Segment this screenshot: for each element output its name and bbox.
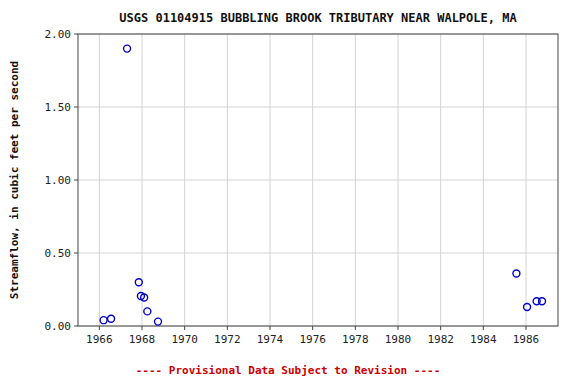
page: {"chart_data": {"type": "scatter", "titl… [0, 0, 576, 384]
y-grid-line [78, 253, 558, 254]
y-tick [74, 107, 78, 108]
x-tick-label: 1968 [129, 333, 156, 346]
point [100, 317, 107, 324]
x-tick-label: 1966 [86, 333, 113, 346]
x-tick [355, 326, 356, 330]
x-tick-label: 1984 [470, 333, 497, 346]
x-tick-label: 1980 [385, 333, 412, 346]
point [524, 304, 531, 311]
plot-frame [78, 34, 558, 326]
point [108, 315, 115, 322]
y-tick-label: 2.00 [45, 28, 72, 41]
x-tick [483, 326, 484, 330]
plot-background [78, 34, 558, 326]
point [513, 270, 520, 277]
x-tick-label: 1978 [342, 333, 369, 346]
y-tick [74, 180, 78, 181]
y-grid-line [78, 107, 558, 108]
x-tick [312, 326, 313, 330]
point [539, 298, 546, 305]
x-tick [526, 326, 527, 330]
x-tick-label: 1982 [427, 333, 454, 346]
y-grid-line [78, 180, 558, 181]
x-tick [270, 326, 271, 330]
point [155, 318, 162, 325]
x-tick [142, 326, 143, 330]
y-tick [74, 34, 78, 35]
y-tick-label: 0.50 [45, 247, 72, 260]
x-tick-label: 1986 [513, 333, 540, 346]
y-tick [74, 253, 78, 254]
footnote: ---- Provisional Data Subject to Revisio… [136, 364, 441, 377]
y-tick-label: 1.00 [45, 174, 72, 187]
y-tick-label: 1.50 [45, 101, 72, 114]
axes: 1966 1968 1970 1972 1974 1976 1978 1980 1982 1984… [45, 28, 540, 346]
chart: 1966 1968 1970 1972 1974 1976 1978 1980 1982 1984… [0, 0, 576, 384]
y-tick-label: 0.00 [45, 320, 72, 333]
x-tick-label: 1972 [214, 333, 241, 346]
y-axis-label: Streamflow, in cubic feet per second [8, 61, 21, 299]
point [135, 279, 142, 286]
x-tick [184, 326, 185, 330]
x-tick [398, 326, 399, 330]
points [100, 45, 545, 325]
point [141, 294, 148, 301]
x-tick [227, 326, 228, 330]
title: USGS 01104915 BUBBLING BROOK TRIBUTARY N… [119, 11, 517, 25]
grid [78, 34, 558, 326]
x-tick-label: 1976 [299, 333, 326, 346]
y-tick [74, 326, 78, 327]
x-tick-label: 1974 [257, 333, 284, 346]
x-tick [99, 326, 100, 330]
x-tick-label: 1970 [171, 333, 198, 346]
point [144, 308, 151, 315]
point [124, 45, 131, 52]
x-tick [440, 326, 441, 330]
